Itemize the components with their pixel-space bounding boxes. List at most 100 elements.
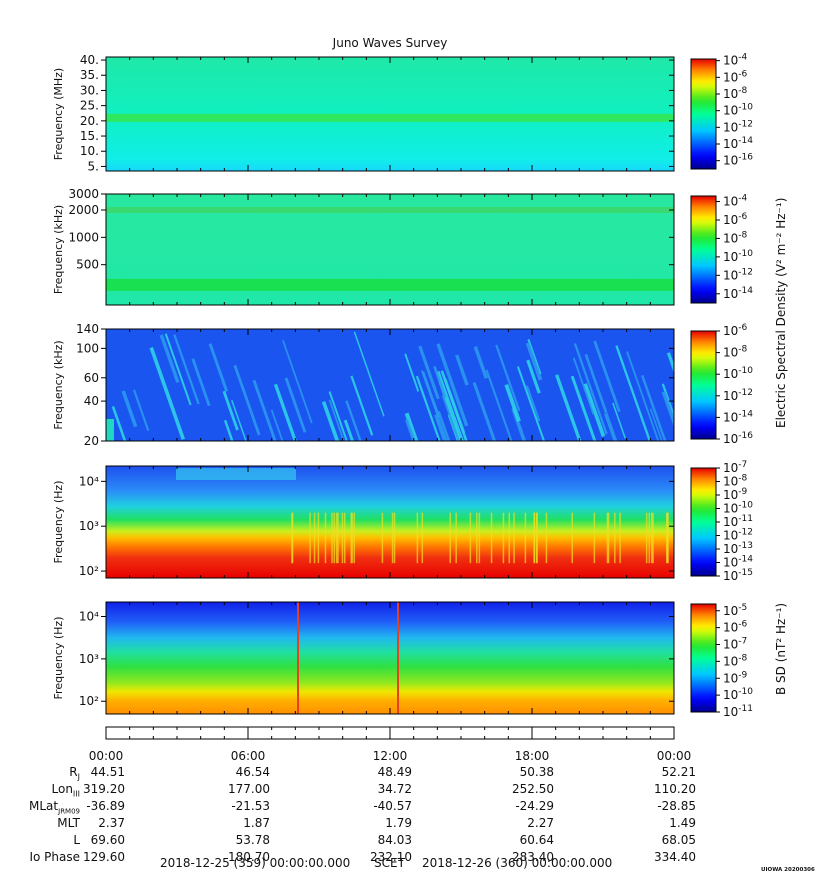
emission-streak bbox=[437, 410, 451, 441]
colorbar-tick-label: 10-4 bbox=[723, 194, 748, 209]
ephemeris-value: 68.05 bbox=[661, 833, 696, 847]
emission-streak bbox=[570, 375, 597, 441]
y-tick-label: 20 bbox=[84, 434, 99, 448]
ephemeris-label: RJ bbox=[69, 765, 80, 782]
y-tick-label: 10³ bbox=[79, 519, 99, 533]
spectrogram-background bbox=[106, 466, 674, 578]
ephemeris-value: -36.89 bbox=[86, 799, 125, 813]
ephemeris-value: 60.64 bbox=[519, 833, 554, 847]
emission-streak bbox=[572, 357, 595, 415]
ephemeris-label: Io Phase bbox=[29, 850, 80, 864]
emission-streak bbox=[111, 406, 127, 441]
electric-colorbar-label: Electric Spectral Density (V² m⁻² Hz⁻¹) bbox=[774, 197, 788, 428]
chart-title: Juno Waves Survey bbox=[332, 36, 448, 50]
emission-streak bbox=[149, 347, 186, 440]
colorbar-gradient bbox=[690, 467, 717, 577]
y-tick-label: 60 bbox=[84, 371, 99, 385]
emission-streak bbox=[504, 383, 521, 422]
ephemeris-value: 180.70 bbox=[228, 850, 270, 864]
ephemeris-label: LonIII bbox=[51, 782, 81, 799]
colorbar-tick-label: 10-10 bbox=[723, 501, 753, 516]
spectrogram-2 bbox=[106, 194, 674, 305]
y-tick-label: 500 bbox=[76, 258, 99, 272]
y-tick-label: 25. bbox=[80, 99, 99, 113]
colorbar-tick-label: 10-8 bbox=[723, 86, 748, 101]
colorbar-gradient bbox=[690, 58, 717, 170]
emission-streak bbox=[436, 343, 469, 427]
colorbar-tick-label: 10-12 bbox=[723, 267, 753, 282]
colorbar-3: 10-6 10-8 10-10 10-12 10-14 10-16 bbox=[690, 323, 753, 446]
emission-streak bbox=[612, 402, 627, 439]
emission-streak bbox=[121, 390, 138, 428]
colorbar-gradient bbox=[690, 603, 717, 713]
colorbar-tick-label: 10-6 bbox=[723, 212, 748, 227]
colorbar-tick-label: 10-12 bbox=[723, 119, 753, 134]
emission-band-300khz bbox=[106, 278, 674, 291]
ephemeris-value: 129.60 bbox=[83, 850, 125, 864]
magnetic-colorbar-label: B SD (nT² Hz⁻¹) bbox=[774, 602, 788, 695]
emission-streak bbox=[641, 374, 667, 441]
colorbar-tick-label: 10-5 bbox=[723, 603, 747, 618]
emission-streak bbox=[555, 374, 582, 441]
ephemeris-label: L bbox=[73, 833, 80, 847]
ephemeris-value: 1.49 bbox=[669, 816, 696, 830]
panel-4: 10² 10³ 10⁴ Frequency (Hz) 10-710-810-910-10… bbox=[52, 460, 753, 583]
emission-streak bbox=[164, 333, 192, 406]
colorbar-tick-label: 10-10 bbox=[723, 366, 753, 381]
ephemeris-value: 177.00 bbox=[228, 782, 270, 796]
colorbar-tick-label: 10-14 bbox=[723, 555, 753, 570]
time-tick-label: 06:00 bbox=[230, 749, 266, 763]
emission-streak bbox=[418, 345, 440, 400]
emission-streak bbox=[626, 351, 660, 441]
ephemeris-value: 2.37 bbox=[98, 816, 125, 830]
ephemeris-value: 252.50 bbox=[512, 782, 554, 796]
colorbar-tick-label: 10-14 bbox=[723, 409, 753, 424]
ephemeris-label: MLT bbox=[57, 816, 80, 830]
emission-streak bbox=[420, 370, 448, 441]
colorbar-tick-label: 10-10 bbox=[723, 249, 753, 264]
colorbar-tick-label: 10-13 bbox=[723, 541, 753, 556]
y-tick-label: 10² bbox=[79, 564, 99, 578]
colorbar-2: 10-4 10-6 10-8 10-10 10-12 10-14 bbox=[690, 194, 753, 304]
colorbar-tick-label: 10-12 bbox=[723, 388, 753, 403]
spectrogram-background bbox=[106, 602, 674, 714]
spectrogram-4 bbox=[106, 466, 674, 578]
emission-streak bbox=[526, 359, 541, 394]
emission-streak bbox=[173, 334, 200, 405]
emission-streak bbox=[433, 365, 447, 398]
spectrogram-1 bbox=[106, 57, 674, 171]
colorbar-tick-label: 10-15 bbox=[723, 568, 753, 583]
y-axis-label: Frequency (Hz) bbox=[52, 617, 65, 700]
colorbar-tick-label: 10-16 bbox=[723, 153, 753, 168]
y-tick-label: 40 bbox=[84, 394, 99, 408]
emission-streak bbox=[415, 375, 441, 441]
colorbar-tick-label: 10-7 bbox=[723, 460, 747, 475]
colorbar-tick-label: 10-8 bbox=[723, 230, 748, 245]
colorbar-tick-label: 10-8 bbox=[723, 653, 748, 668]
emission-streak bbox=[434, 414, 447, 441]
emission-streak bbox=[321, 401, 340, 441]
y-axis-label: Frequency (MHz) bbox=[52, 68, 65, 160]
emission-streak bbox=[270, 409, 284, 441]
colorbar-tick-label: 10-6 bbox=[723, 69, 748, 84]
emission-streak bbox=[472, 382, 497, 441]
colorbar-tick-label: 10-6 bbox=[723, 323, 748, 338]
time-tick-label: 00:00 bbox=[656, 749, 692, 763]
colorbar-tick-label: 10-4 bbox=[723, 53, 748, 68]
emission-streak bbox=[666, 352, 674, 374]
emission-streak bbox=[436, 370, 464, 441]
y-axis-label: Frequency (Hz) bbox=[52, 481, 65, 564]
emission-streak bbox=[440, 370, 468, 441]
emission-streak bbox=[593, 340, 621, 413]
colorbar-tick-label: 10-8 bbox=[723, 345, 748, 360]
y-tick-label: 2000 bbox=[68, 203, 99, 217]
colorbar-tick-label: 10-9 bbox=[723, 487, 748, 502]
ephemeris-value: -24.29 bbox=[515, 799, 554, 813]
ephemeris-value: 34.72 bbox=[377, 782, 412, 796]
ephemeris-value: 232.10 bbox=[370, 850, 412, 864]
y-tick-label: 10² bbox=[79, 694, 99, 708]
